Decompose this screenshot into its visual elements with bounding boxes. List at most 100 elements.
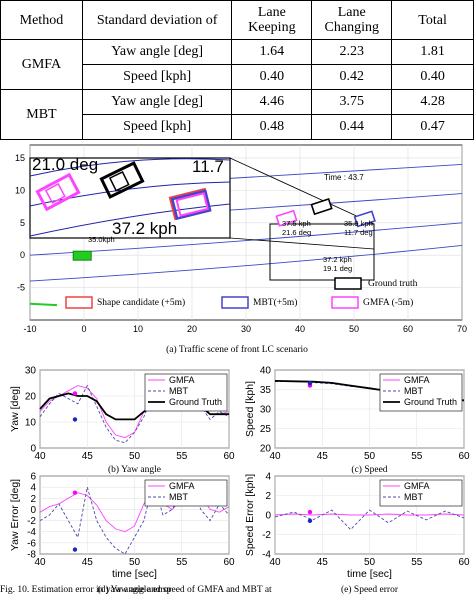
plot-ylabel: Yaw [deg]: [9, 386, 21, 432]
plot-xtick-label: 40: [269, 451, 281, 462]
scene-marks: [29, 198, 376, 307]
scene-xtick-label: 60: [403, 324, 413, 334]
plot-xtick-label: 55: [176, 557, 188, 568]
zoom-connector-bottom: [229, 237, 375, 250]
gmfa-event-marker: [72, 490, 78, 495]
value-cell: 1.64: [231, 39, 313, 65]
legend-label: GMFA: [169, 481, 195, 491]
table-row: Speed [kph] 0.48 0.44 0.47: [1, 114, 474, 140]
plot-xtick-label: 60: [458, 557, 470, 568]
annotation-37-5-deg: 21.6 deg: [282, 228, 311, 237]
legend-ground-truth-label: Ground truth: [368, 279, 418, 289]
plot-xtick-label: 40: [269, 557, 281, 568]
table-row: GMFA Yaw angle [deg] 1.64 2.23 1.81: [0, 39, 474, 90]
plot-ytick-label: 0: [30, 444, 36, 455]
plot-xtick-label: 45: [317, 557, 329, 568]
value-cell: 2.23: [311, 39, 393, 65]
annotation-35-9-deg: 11.7 deg: [344, 228, 373, 237]
plot-xlabel: time [sec]: [347, 568, 392, 580]
metric-cell: Speed [kph]: [81, 114, 233, 140]
legend-label: Ground Truth: [404, 397, 457, 407]
scene-ytick-label: 0: [20, 250, 25, 260]
plot-ytick-label: 35: [260, 385, 272, 396]
scene-xtick-label: 30: [241, 324, 251, 334]
scene-xtick-label: 20: [187, 324, 197, 334]
value-cell: 0.42: [311, 64, 393, 90]
plot-ytick-label: 10: [25, 418, 37, 429]
plot-ylabel: Yaw Error [deg]: [9, 479, 21, 551]
plot-ytick-label: 20: [260, 444, 272, 455]
scene-xtick-label: 0: [81, 324, 86, 334]
plot-ytick-label: -8: [27, 550, 36, 561]
plot-xtick-label: 50: [129, 557, 141, 568]
plot-ytick-label: -4: [262, 550, 271, 561]
header-lane-changing: Lane Changing: [311, 0, 393, 40]
value-cell: 1.81: [391, 39, 474, 65]
plot-xtick-label: 50: [364, 557, 376, 568]
trail-mark: [29, 302, 58, 307]
value-cell: 0.40: [391, 64, 474, 90]
value-cell: 4.28: [391, 89, 474, 115]
plot-ytick-label: 0: [30, 505, 36, 516]
value-cell: 0.44: [311, 114, 393, 140]
legend-gmfa-label: GMFA (-5m): [363, 297, 413, 308]
value-cell: 4.46: [231, 89, 313, 115]
annotation-37-2-deg: 19.1 deg: [323, 264, 352, 273]
inset-lane-lines: [29, 158, 231, 237]
plot-xtick-label: 45: [82, 451, 94, 462]
plot-xtick-label: 40: [34, 451, 46, 462]
header-lane-keeping-line2: Keeping: [248, 20, 296, 35]
plot-ytick-label: 4: [265, 472, 271, 483]
plot-xtick-label: 60: [223, 557, 235, 568]
plot-ytick-label: -4: [27, 527, 36, 538]
header-total: Total: [391, 0, 474, 40]
figure-caption: Fig. 10. Estimation error in yaw angle a…: [0, 584, 272, 594]
legend-mbt-label: MBT(+5m): [253, 297, 297, 308]
plot-caption: (c) Speed: [351, 464, 387, 475]
plot-ytick-label: 6: [30, 472, 36, 483]
table-row: MBT Yaw angle [deg] 4.46 3.75 4.28: [0, 89, 474, 140]
plot-caption: (d) Yaw angle error: [98, 584, 173, 594]
series-line-mbt: [274, 509, 465, 531]
value-cell: 0.47: [391, 114, 474, 140]
plot-ytick-label: 25: [260, 424, 272, 435]
scene-ytick-label: 10: [15, 185, 25, 195]
value-cell: 3.75: [311, 89, 393, 115]
plot-xtick-label: 55: [411, 451, 423, 462]
plot-legend-box: [379, 479, 463, 507]
header-lane-changing-line2: Changing: [324, 20, 379, 35]
plot-xtick-label: 45: [82, 557, 94, 568]
table-row: Speed [kph] 0.40 0.42 0.40: [1, 64, 474, 90]
header-std: Standard deviation of: [81, 0, 233, 40]
scene-xtick-label: 70: [457, 324, 467, 334]
legend-label: MBT: [404, 386, 424, 396]
scene-xtick-label: -10: [23, 324, 36, 334]
plot-ytick-label: 30: [25, 366, 37, 377]
legend-label: MBT: [169, 492, 189, 502]
results-table: Method Standard deviation of Lane Keepin…: [0, 0, 474, 140]
time-label: Time : 43.7: [324, 173, 364, 182]
legend-shape-label: Shape candidate (+5m): [97, 297, 185, 308]
gmfa-event-marker: [72, 391, 78, 396]
scene-gridlines: [29, 145, 463, 320]
plot-ytick-label: 20: [25, 392, 37, 403]
scene-car-mark: [275, 209, 298, 227]
metric-cell: Yaw angle [deg]: [81, 39, 233, 65]
plot-ytick-label: -2: [27, 516, 36, 527]
legend-mbt: MBT(+5m): [221, 296, 297, 309]
gmfa-event-marker: [307, 509, 313, 515]
zoom-region: [269, 223, 375, 281]
plot-xtick-label: 60: [458, 451, 470, 462]
zoom-connector-top: [229, 157, 375, 225]
header-method: Method: [0, 0, 83, 40]
method-cell: GMFA: [0, 39, 83, 90]
scene-ytick-label: -5: [17, 283, 25, 293]
legend-label: MBT: [169, 386, 189, 396]
inset-mbt-car: [168, 187, 212, 221]
plot-ylabel: Speed [kph]: [244, 381, 256, 437]
